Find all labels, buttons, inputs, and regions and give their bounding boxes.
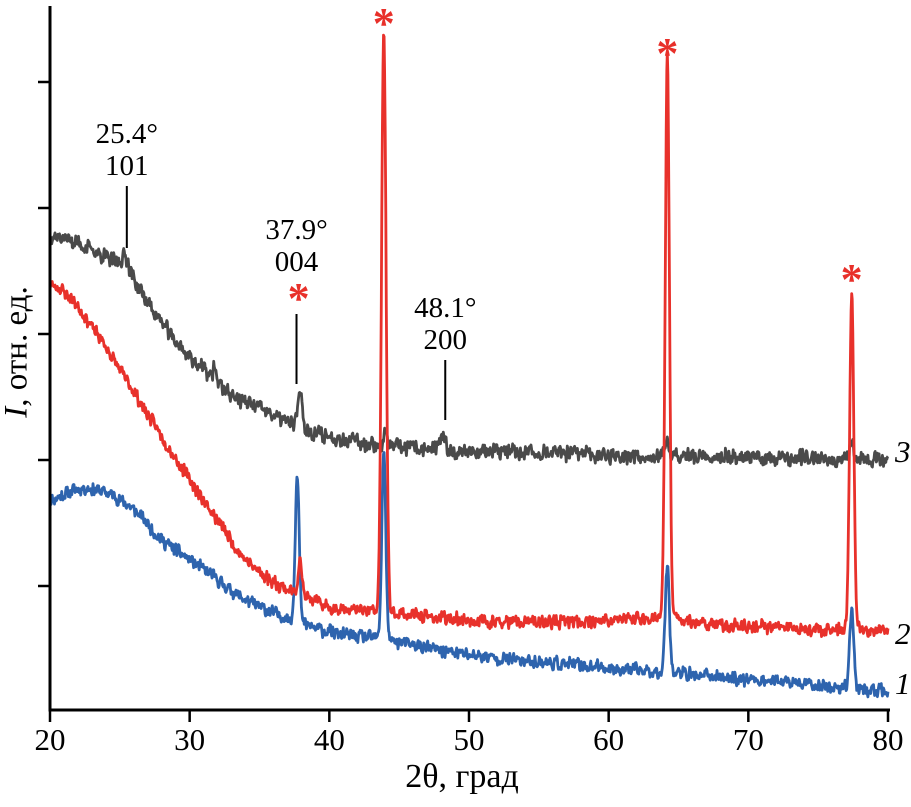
curve-1 [48,451,890,699]
curve-2 [48,33,890,638]
y-axis-label-units: , отн. ед. [0,286,35,407]
y-axis-label: I, отн. ед. [0,286,36,417]
x-axis-label: 2θ, град [405,758,519,795]
curve-3 [48,231,890,469]
y-axis-label-symbol: I [0,406,35,418]
